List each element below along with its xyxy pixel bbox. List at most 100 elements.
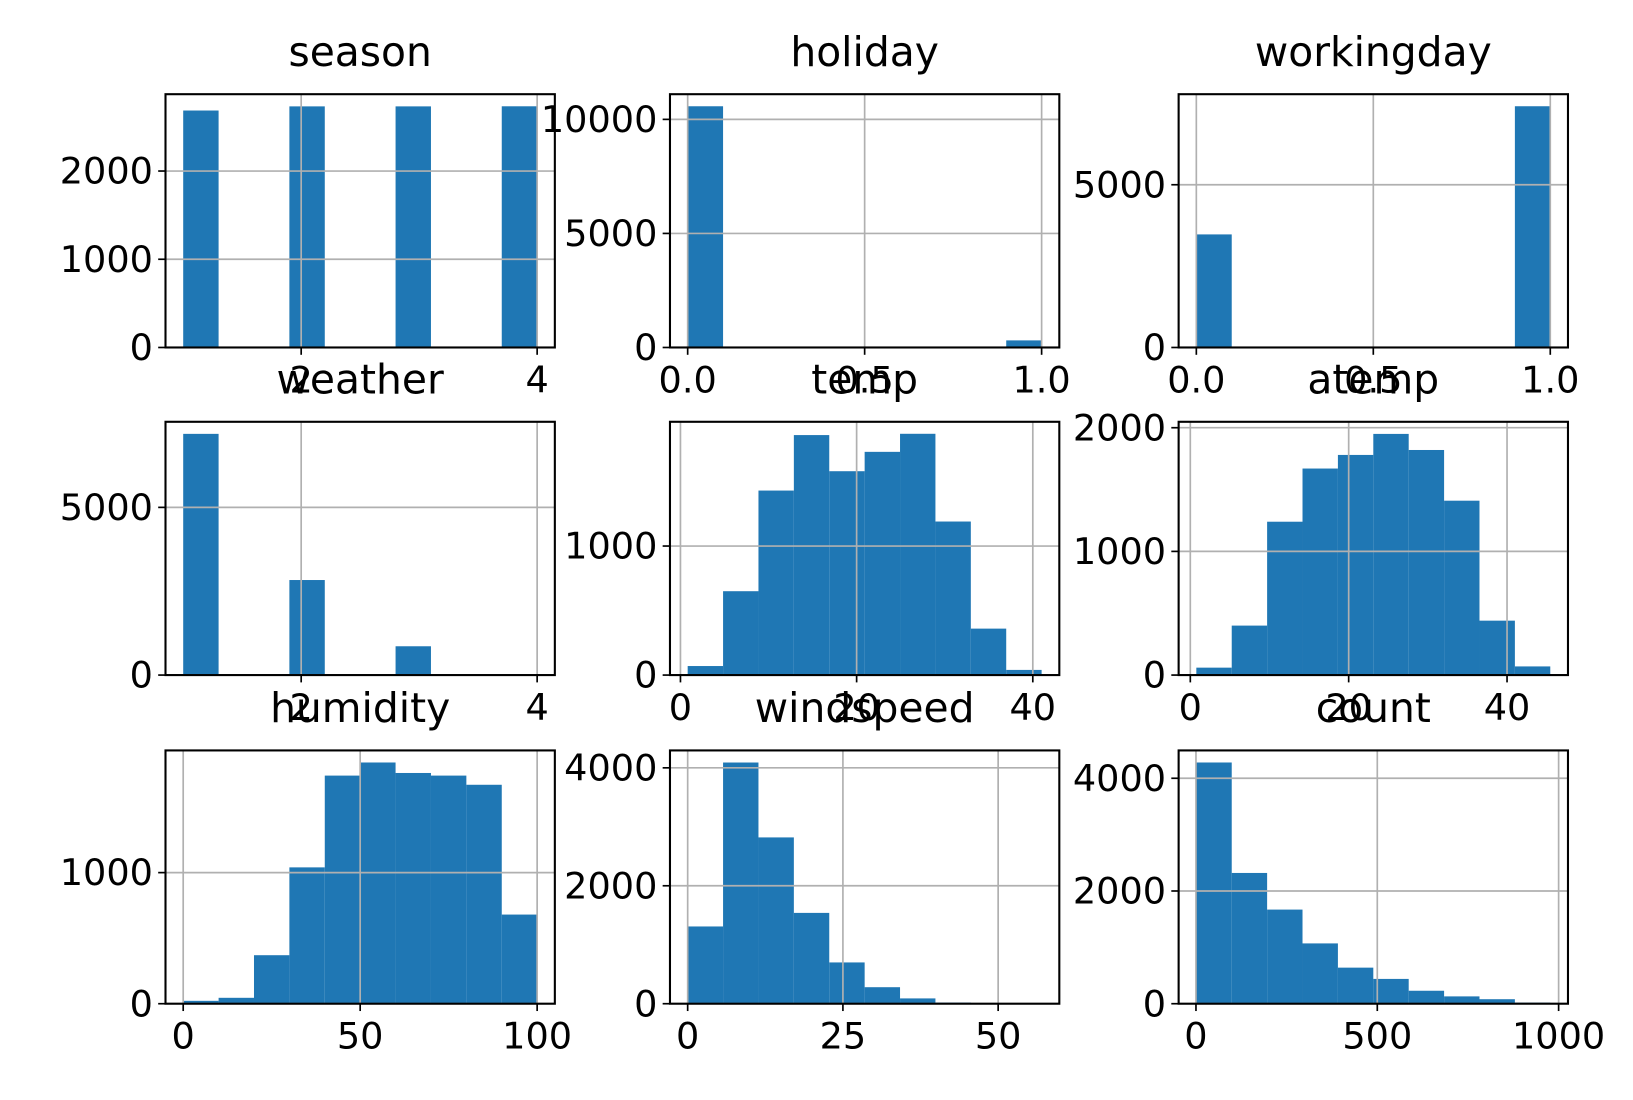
x-tick-label: 0 — [172, 1015, 195, 1058]
x-tick-label: 4 — [525, 686, 548, 729]
axes-frame — [1177, 420, 1570, 677]
bar — [687, 666, 724, 676]
x-tick-label: 2 — [290, 358, 313, 401]
y-tick-label: 0 — [130, 326, 153, 369]
bar — [1006, 340, 1042, 348]
axes-frame — [1177, 749, 1570, 1005]
y-tick-label: 0 — [130, 654, 153, 697]
x-tick-label: 0.0 — [659, 358, 717, 401]
x-tick-label: 1000 — [1512, 1015, 1605, 1058]
bar — [1337, 967, 1374, 1004]
subplot-title: weather — [277, 356, 444, 404]
bar — [864, 987, 901, 1004]
bar — [1196, 762, 1232, 1004]
subplot-title: workingday — [1255, 28, 1492, 76]
x-tick-label: 0.5 — [1344, 358, 1402, 401]
bar — [395, 772, 431, 1004]
bar — [793, 912, 830, 1004]
bar — [395, 646, 431, 676]
bar — [758, 837, 794, 1004]
bar — [1514, 666, 1551, 676]
bar — [935, 521, 971, 676]
bar — [1231, 625, 1268, 676]
y-tick-label: 0 — [130, 982, 153, 1025]
axes-frame — [164, 93, 556, 349]
x-tick-label: 0 — [669, 686, 692, 729]
bar — [218, 997, 254, 1004]
x-tick-label: 25 — [820, 1015, 867, 1058]
x-tick-label: 0 — [676, 1015, 699, 1058]
plot-area — [165, 421, 555, 676]
bar — [183, 433, 219, 676]
bar — [1337, 454, 1374, 676]
axes-frame — [668, 749, 1061, 1005]
y-tick-label: 5000 — [1073, 163, 1166, 206]
axes-frame — [668, 420, 1061, 677]
bar — [501, 106, 538, 348]
bar — [864, 451, 901, 676]
bar — [1006, 669, 1042, 676]
y-tick-label: 1000 — [564, 525, 657, 568]
y-tick-label: 0 — [634, 654, 657, 697]
bar — [1267, 909, 1303, 1004]
y-tick-label: 4000 — [564, 746, 657, 789]
x-tick-label: 0.5 — [836, 358, 894, 401]
subplot: 0 20 40 0 1000 2000 atemp — [1073, 356, 1570, 729]
bar — [1302, 943, 1338, 1004]
x-tick-label: 0 — [1184, 1015, 1207, 1058]
bar — [289, 580, 325, 676]
x-tick-label: 500 — [1342, 1015, 1412, 1058]
bar — [1444, 996, 1480, 1004]
x-tick-label: 1.0 — [1012, 358, 1070, 401]
y-tick-label: 0 — [634, 982, 657, 1025]
y-tick-label: 0 — [1143, 982, 1166, 1025]
axes-frame — [668, 93, 1061, 349]
x-tick-label: 50 — [337, 1015, 384, 1058]
bar — [1444, 500, 1480, 676]
subplot-title: count — [1316, 684, 1431, 732]
bar — [1408, 990, 1445, 1004]
x-tick-label: 40 — [1484, 686, 1531, 729]
subplot-title: windspeed — [755, 684, 975, 732]
bar — [466, 784, 502, 1004]
y-tick-label: 2000 — [1073, 406, 1166, 449]
x-tick-label: 20 — [1325, 686, 1372, 729]
bar — [1231, 872, 1268, 1004]
bar — [829, 962, 865, 1004]
subplot: 2 4 0 1000 2000 season — [60, 28, 556, 401]
x-tick-label: 0.0 — [1167, 358, 1225, 401]
bar — [1408, 449, 1445, 676]
plot-area — [165, 94, 555, 348]
subplot-title: atemp — [1307, 356, 1439, 404]
bar — [1373, 978, 1409, 1004]
y-tick-label: 4000 — [1073, 757, 1166, 800]
y-tick-label: 5000 — [564, 212, 657, 255]
y-tick-label: 2000 — [1073, 870, 1166, 913]
bar — [758, 490, 794, 676]
y-tick-label: 10000 — [541, 98, 658, 141]
x-tick-label: 0 — [1179, 686, 1202, 729]
x-tick-label: 2 — [290, 686, 313, 729]
bar — [1196, 667, 1232, 676]
bar — [501, 914, 538, 1004]
y-tick-label: 0 — [1143, 326, 1166, 369]
subplot: 0.0 0.5 1.0 0 5000 workingday — [1073, 28, 1580, 402]
bar — [900, 998, 936, 1004]
bar — [289, 867, 325, 1004]
bar — [183, 110, 219, 348]
bar — [1373, 433, 1409, 676]
bar — [900, 433, 936, 676]
y-tick-label: 1000 — [60, 851, 153, 894]
subplot-title: humidity — [270, 684, 450, 732]
subplot-title: holiday — [790, 28, 939, 76]
x-tick-label: 50 — [975, 1015, 1022, 1058]
y-tick-label: 2000 — [60, 150, 153, 193]
bar — [324, 775, 361, 1004]
x-tick-label: 1.0 — [1521, 358, 1579, 401]
subplot: 0 500 1000 0 2000 4000 count — [1073, 684, 1605, 1058]
bar — [723, 591, 759, 676]
bar — [687, 926, 724, 1004]
y-tick-label: 0 — [634, 326, 657, 369]
